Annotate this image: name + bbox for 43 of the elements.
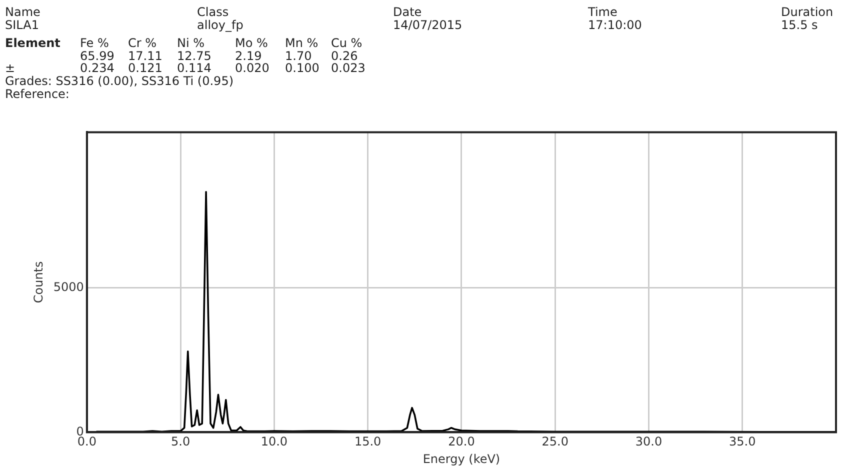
- text: 0.26: [331, 49, 358, 63]
- x-tick-label: 20.0: [448, 434, 475, 449]
- text: 17.11: [128, 49, 162, 63]
- x-tick-label: 35.0: [729, 434, 756, 449]
- x-tick-label: 10.0: [260, 434, 288, 449]
- x-tick-label: 0.0: [77, 434, 96, 449]
- text: Grades: SS316 (0.00), SS316 Ti (0.95): [5, 74, 234, 88]
- text: Mn %: [285, 36, 318, 50]
- x-tick-label: 5.0: [171, 434, 190, 449]
- text: Time: [588, 5, 618, 19]
- text: 0.020: [235, 61, 270, 75]
- text: 0.023: [331, 61, 366, 75]
- x-axis-title: Energy (keV): [422, 452, 500, 466]
- text: alloy_fp: [197, 18, 244, 32]
- text: 1.70: [285, 49, 312, 63]
- text: Reference:: [5, 87, 70, 101]
- text: 0.100: [285, 61, 320, 75]
- text: SILA1: [5, 18, 39, 32]
- y-tick-label: 5000: [53, 280, 84, 294]
- text: 17:10:00: [588, 18, 642, 32]
- text: Fe %: [80, 36, 109, 50]
- text: 0.114: [177, 61, 212, 75]
- y-axis-title: Counts: [31, 261, 46, 304]
- text: 14/07/2015: [393, 18, 462, 32]
- text: ±: [5, 61, 16, 75]
- text: 2.19: [235, 49, 262, 63]
- text: 15.5 s: [781, 18, 818, 32]
- x-tick-label: 15.0: [354, 434, 382, 449]
- text: Date: [393, 5, 422, 19]
- text: 0.121: [128, 61, 162, 75]
- x-tick-label: 25.0: [542, 434, 568, 449]
- text: Class: [197, 5, 229, 19]
- text: 65.99: [80, 49, 114, 63]
- x-tick-label: 30.0: [635, 434, 662, 449]
- text: 12.75: [177, 49, 212, 63]
- text: Element: [5, 36, 60, 50]
- text: Ni %: [177, 36, 205, 50]
- text: Name: [5, 5, 40, 19]
- text: Duration: [781, 5, 834, 19]
- text: 0.234: [80, 61, 114, 75]
- text: Mo %: [235, 36, 268, 50]
- text: Cu %: [331, 36, 362, 50]
- text: Cr %: [128, 36, 157, 50]
